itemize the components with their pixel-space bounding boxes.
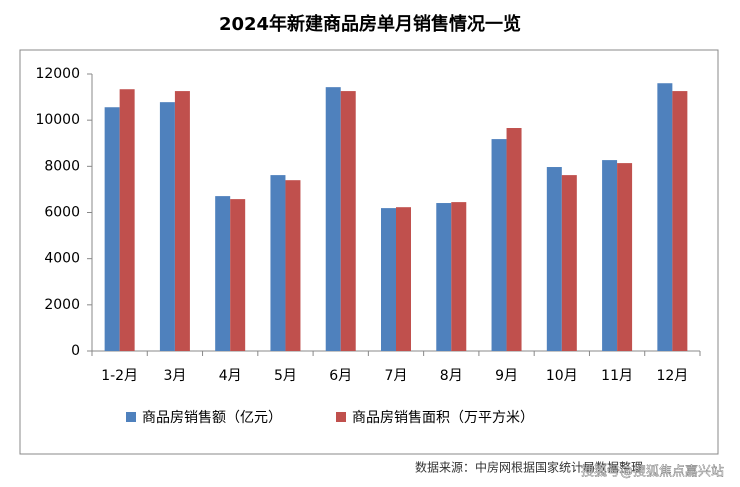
bar xyxy=(396,207,411,351)
source: 数据来源：中房网根据国家统计局数据整理 xyxy=(415,460,643,475)
bar xyxy=(436,203,452,351)
x-tick-label: 3月 xyxy=(163,368,186,384)
y-tick-label: 10000 xyxy=(35,112,80,128)
bar xyxy=(561,175,577,351)
bar xyxy=(104,107,120,352)
x-tick-label: 7月 xyxy=(385,368,408,384)
chart-title: 2024年新建商品房单月销售情况一览 xyxy=(219,13,521,35)
x-tick-label: 1-2月 xyxy=(101,368,138,384)
bar xyxy=(617,163,633,351)
y-tick-label: 0 xyxy=(71,343,80,359)
legend-swatch xyxy=(336,412,346,422)
x-tick-label: 9月 xyxy=(495,368,518,384)
x-tick-label: 5月 xyxy=(274,368,297,384)
x-tick-label: 12月 xyxy=(656,368,688,384)
bar xyxy=(491,139,507,351)
x-tick-label: 11月 xyxy=(601,368,633,384)
bar xyxy=(159,102,175,351)
bar xyxy=(230,199,246,351)
y-tick-label: 6000 xyxy=(44,205,80,221)
legend-swatch xyxy=(126,412,136,422)
watermark: 搜狐号@搜狐焦点嘉兴站 xyxy=(581,465,724,480)
bar xyxy=(174,91,190,351)
legend-label: 商品房销售额（亿元） xyxy=(142,410,282,426)
x-tick-label: 10月 xyxy=(546,368,578,384)
bar xyxy=(672,91,688,351)
bar xyxy=(546,167,562,351)
bar xyxy=(340,91,356,351)
y-tick-label: 4000 xyxy=(44,251,80,267)
bar xyxy=(657,83,673,351)
bar xyxy=(285,180,301,351)
chart-border xyxy=(19,49,719,455)
bar xyxy=(215,196,231,351)
y-tick-label: 2000 xyxy=(44,297,80,313)
x-tick-label: 4月 xyxy=(219,368,242,384)
y-tick-label: 12000 xyxy=(35,66,80,82)
x-tick-label: 8月 xyxy=(440,368,463,384)
bar xyxy=(270,175,286,351)
bar xyxy=(602,160,618,351)
x-tick-label: 6月 xyxy=(329,368,352,384)
bar xyxy=(451,202,467,351)
bar xyxy=(325,87,341,351)
bar xyxy=(506,128,522,351)
legend-label: 商品房销售面积（万平方米） xyxy=(352,410,534,426)
bar xyxy=(381,208,396,351)
bar xyxy=(119,89,135,352)
y-tick-label: 8000 xyxy=(44,158,80,174)
